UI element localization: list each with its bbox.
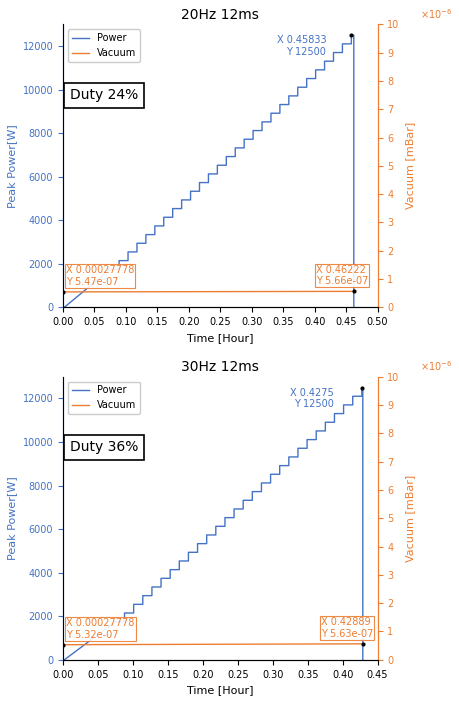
Text: X 0.00027778
Y 5.32e-07: X 0.00027778 Y 5.32e-07 xyxy=(67,618,135,640)
Text: X 0.46222
Y 5.66e-07: X 0.46222 Y 5.66e-07 xyxy=(316,265,369,286)
Line: Power: Power xyxy=(63,35,354,307)
Power xyxy=(188,196,193,204)
Power xyxy=(351,303,357,312)
Y-axis label: Peak Power[W]: Peak Power[W] xyxy=(7,124,17,208)
Text: $\times10^{-6}$: $\times10^{-6}$ xyxy=(420,359,452,373)
Title: 20Hz 12ms: 20Hz 12ms xyxy=(181,8,259,22)
Power xyxy=(360,383,365,392)
Y-axis label: Peak Power[W]: Peak Power[W] xyxy=(7,477,17,560)
X-axis label: Time [Hour]: Time [Hour] xyxy=(187,685,253,695)
Text: X 0.42889
Y 5.63e-07: X 0.42889 Y 5.63e-07 xyxy=(321,617,373,639)
Title: 30Hz 12ms: 30Hz 12ms xyxy=(181,360,259,374)
Text: Duty 36%: Duty 36% xyxy=(70,440,138,454)
Text: X 0.4275
Y 12500: X 0.4275 Y 12500 xyxy=(290,388,334,409)
Power xyxy=(232,144,238,152)
Text: Duty 24%: Duty 24% xyxy=(70,88,138,102)
Text: X 0.45833
Y 12500: X 0.45833 Y 12500 xyxy=(277,35,326,57)
Line: Power: Power xyxy=(63,388,363,660)
Power xyxy=(341,409,347,418)
Power xyxy=(125,248,131,256)
Power xyxy=(140,600,146,609)
Power xyxy=(241,496,246,505)
Power xyxy=(195,548,200,557)
Text: X 0.00027778
Y 5.47e-07: X 0.00027778 Y 5.47e-07 xyxy=(66,265,134,287)
Power xyxy=(331,57,336,65)
X-axis label: Time [Hour]: Time [Hour] xyxy=(187,333,253,343)
Y-axis label: Vacuum [mBar]: Vacuum [mBar] xyxy=(405,475,415,562)
Power xyxy=(60,303,66,312)
Power xyxy=(232,152,238,161)
Text: $\times10^{-6}$: $\times10^{-6}$ xyxy=(420,7,452,21)
Power xyxy=(60,656,66,664)
Legend: Power, Vacuum: Power, Vacuum xyxy=(68,382,140,414)
Legend: Power, Vacuum: Power, Vacuum xyxy=(68,29,140,62)
Y-axis label: Vacuum [mBar]: Vacuum [mBar] xyxy=(405,122,415,209)
Power xyxy=(360,656,365,664)
Power xyxy=(241,505,246,513)
Power xyxy=(131,600,136,609)
Power xyxy=(351,31,357,39)
Power xyxy=(134,248,140,256)
